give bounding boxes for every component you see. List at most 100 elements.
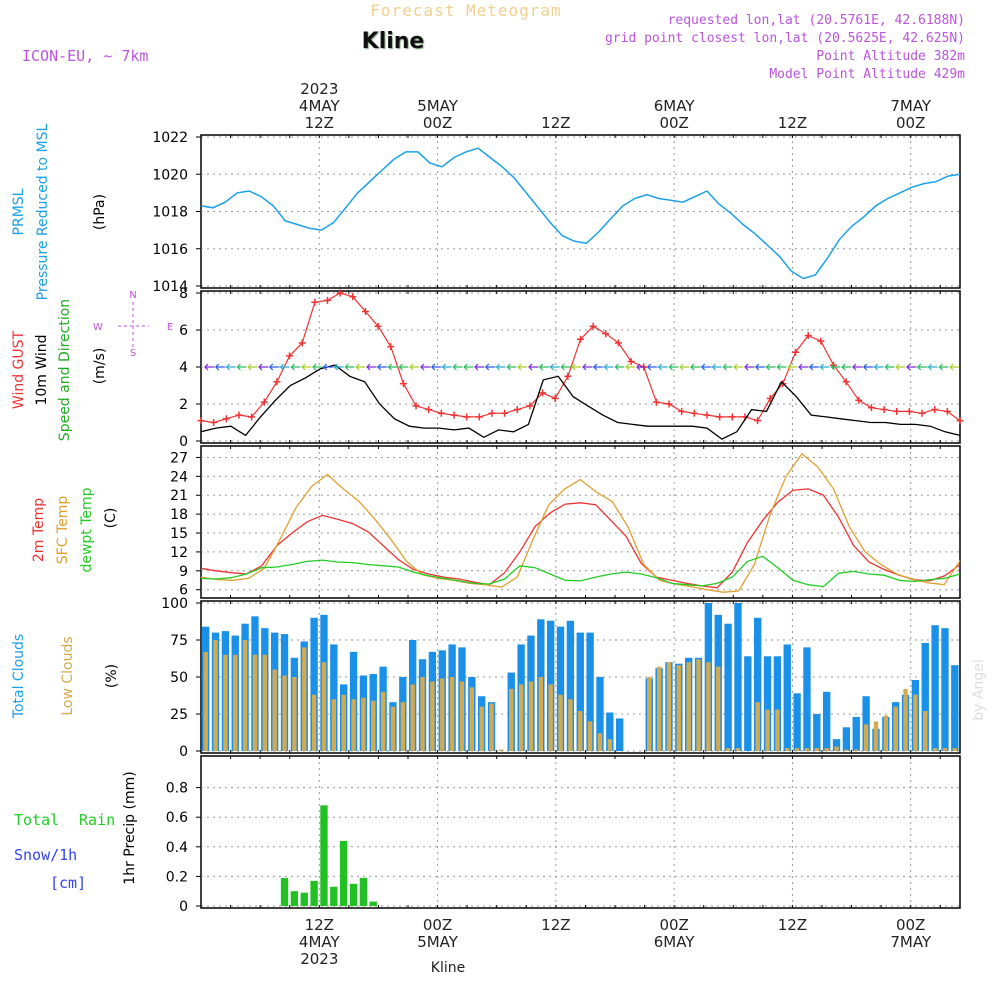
- gust-marker: [273, 378, 281, 386]
- gust-marker: [627, 357, 635, 365]
- y-tick-label: 0.4: [166, 840, 188, 856]
- y-tick-label: 0: [179, 744, 188, 760]
- low-cloud-bar: [203, 651, 208, 751]
- wind-arrowhead: [819, 363, 825, 371]
- low-cloud-bar: [371, 700, 376, 751]
- gust-marker: [918, 409, 926, 417]
- gust-marker: [728, 413, 736, 421]
- wind-arrowhead: [582, 363, 587, 371]
- low-cloud-bar: [775, 709, 780, 751]
- wind-arrowhead: [344, 363, 349, 371]
- low-cloud-bar: [716, 666, 721, 751]
- wind-arrowhead: [301, 363, 306, 371]
- wind-arrowhead: [733, 363, 738, 371]
- gust-marker: [867, 404, 875, 412]
- pressure-line: [200, 147, 961, 280]
- wind-arrowhead: [247, 363, 252, 371]
- wind-arrowhead: [722, 363, 727, 371]
- low-cloud-bar: [666, 662, 672, 751]
- compass-n: N: [129, 290, 136, 301]
- wind-arrowhead: [765, 363, 771, 371]
- bottom-time-label: 2023: [300, 950, 338, 968]
- wind-arrowhead: [700, 363, 706, 371]
- gust-marker: [298, 339, 306, 347]
- low-cloud-bar: [735, 748, 741, 751]
- wind-arrowhead: [312, 363, 317, 371]
- gust-marker: [956, 417, 964, 425]
- y-tick-label: 21: [170, 488, 188, 504]
- low-cloud-bar: [282, 675, 287, 751]
- low-cloud-bar: [903, 688, 908, 751]
- low-cloud-bar: [252, 654, 258, 751]
- label-wind-gust: Wind GUST: [11, 330, 27, 409]
- gust-line: [200, 292, 961, 424]
- bottom-time-label: 12Z: [541, 916, 570, 934]
- low-cloud-bar: [863, 724, 869, 751]
- low-cloud-bar: [420, 677, 425, 751]
- bottom-time-label: 5MAY: [417, 933, 459, 951]
- top-time-label: 00Z: [659, 114, 688, 132]
- wind-arrowhead: [808, 363, 814, 371]
- total-cloud-bar: [823, 691, 831, 751]
- gust-marker: [260, 398, 268, 406]
- gust-marker: [855, 396, 863, 404]
- wind-arrowhead: [636, 363, 641, 371]
- gust-marker: [577, 335, 584, 343]
- point-altitude: Point Altitude 382m: [816, 49, 965, 64]
- y-tick-label: 1020: [152, 167, 188, 183]
- y-tick-label: 6: [179, 583, 188, 599]
- wind-arrowhead: [528, 363, 533, 371]
- chart-title: Forecast Meteogram: [370, 1, 561, 20]
- wind-arrowhead: [592, 363, 598, 371]
- gust-marker: [324, 296, 331, 304]
- wind-arrowhead: [452, 363, 457, 371]
- label-2m-temp: 2m Temp: [31, 498, 47, 562]
- low-cloud-bar: [292, 677, 297, 751]
- low-cloud-bar: [538, 677, 543, 751]
- low-cloud-bar: [518, 684, 524, 751]
- total-cloud-bar: [556, 626, 565, 751]
- low-cloud-bar: [725, 748, 731, 751]
- bottom-time-label: 12Z: [305, 916, 334, 934]
- wind-arrowhead: [668, 363, 673, 371]
- wind-arrowhead: [322, 363, 328, 371]
- label-hpa: (hPa): [92, 194, 108, 230]
- wind-arrowhead: [366, 363, 371, 371]
- compass-w: W: [93, 322, 103, 333]
- wind-arrowhead: [895, 363, 900, 371]
- bottom-time-label: 00Z: [896, 916, 925, 934]
- low-cloud-bar: [548, 684, 553, 751]
- top-time-label: 00Z: [896, 114, 925, 132]
- gust-marker: [222, 415, 230, 423]
- y-tick-label: 0: [179, 899, 188, 915]
- gust-marker: [589, 322, 597, 330]
- wind-arrowhead: [560, 363, 565, 371]
- wind-arrowhead: [290, 363, 295, 371]
- low-cloud-bar: [597, 733, 603, 751]
- y-tick-label: 9: [179, 564, 188, 580]
- wind-arrowhead: [830, 363, 835, 371]
- label-pressure-msl: Pressure Reduced to MSL: [35, 123, 51, 300]
- label-speed-direction: Speed and Direction: [57, 299, 73, 441]
- watermark: by Angel: [971, 659, 987, 720]
- wind-arrowhead: [625, 363, 630, 371]
- rain-bar: [330, 886, 338, 906]
- low-cloud-bar: [233, 654, 238, 751]
- bottom-time-label: 12Z: [778, 916, 807, 934]
- gust-marker: [336, 289, 344, 297]
- total-cloud-bar: [744, 656, 752, 751]
- wind-arrowhead: [798, 363, 803, 371]
- wind-arrowhead: [204, 363, 209, 371]
- low-cloud-bar: [883, 715, 888, 751]
- wind-arrowhead: [690, 363, 695, 371]
- y-tick-label: 24: [170, 469, 188, 485]
- total-cloud-bar: [852, 716, 860, 751]
- gust-marker: [501, 409, 509, 417]
- top-time-label: 2023: [300, 80, 338, 98]
- wind-arrowhead: [873, 363, 879, 371]
- wind-arrowhead: [333, 363, 339, 371]
- total-cloud-bar: [330, 644, 338, 751]
- low-cloud-bar: [499, 749, 504, 751]
- total-cloud-bar: [803, 647, 811, 751]
